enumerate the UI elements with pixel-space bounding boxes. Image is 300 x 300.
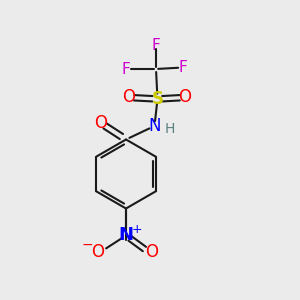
Text: O: O [91,243,104,261]
Text: O: O [122,88,136,106]
Text: +: + [132,223,143,236]
Text: S: S [152,90,164,108]
Text: F: F [178,60,188,75]
Text: N: N [148,117,161,135]
Text: F: F [122,61,130,76]
Text: F: F [152,38,160,52]
Text: H: H [165,122,175,136]
Text: O: O [145,243,158,261]
Text: O: O [178,88,191,106]
Text: −: − [81,238,93,251]
Text: O: O [94,114,107,132]
Text: N: N [118,226,134,244]
